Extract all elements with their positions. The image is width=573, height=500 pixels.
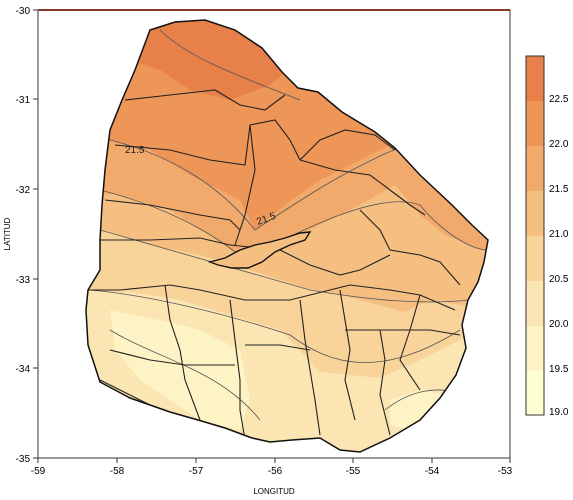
rio-negro-lake [207,231,312,269]
colorbar-frame [525,55,545,416]
band-19-5-south [110,310,250,430]
x-tick-label: -59 [31,466,46,477]
colorbar-tick-label: 21.0 [549,229,569,240]
y-tick-label: -35 [16,454,31,465]
colorbar-tick-label: 19.5 [549,364,569,375]
x-tick-label: -54 [425,466,440,477]
colorbar-swatch [526,146,544,191]
colorbar-swatch [526,101,544,146]
x-tick-label: -56 [268,466,283,477]
colorbar-swatch [526,191,544,236]
colorbar-tick-label: 20.0 [549,319,569,330]
x-ticks [37,458,511,463]
y-tick-label: -30 [16,6,31,17]
colorbar-tick-label: 21.5 [549,184,569,195]
y-ticks [33,9,38,459]
colorbar-swatch [526,371,544,415]
colorbar-tick-label: 22.5 [549,94,569,105]
x-tick-label: -57 [189,466,204,477]
x-tick-label: -55 [346,466,361,477]
y-axis-title: LATITUD [3,217,12,250]
colorbar-swatch [526,236,544,281]
colorbar-tick-label: 19.0 [549,407,569,418]
department-borders [88,89,461,441]
y-tick-label: -32 [16,185,31,196]
colorbar-tick-label: 20.5 [549,274,569,285]
x-axis-title: LONGITUD [253,487,295,496]
y-tick-label: -31 [16,95,31,106]
colorbar [525,55,545,416]
colorbar-swatch [526,326,544,371]
country-outline [85,19,489,453]
x-tick-label: -53 [498,466,513,477]
contour-label-west: 21.5 [125,145,145,156]
y-tick-label: -34 [16,364,31,375]
contour-lines [89,29,488,421]
colorbar-tick-label: 22.0 [549,139,569,150]
x-tick-label: -58 [110,466,125,477]
colorbar-swatch [526,56,544,101]
y-tick-label: -33 [16,275,31,286]
colorbar-swatch [526,281,544,326]
